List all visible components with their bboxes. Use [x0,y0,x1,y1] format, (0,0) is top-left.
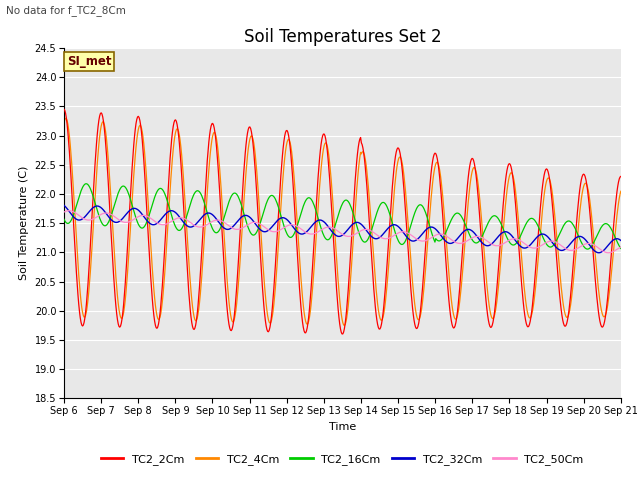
Title: Soil Temperatures Set 2: Soil Temperatures Set 2 [244,28,441,47]
Legend: TC2_2Cm, TC2_4Cm, TC2_16Cm, TC2_32Cm, TC2_50Cm: TC2_2Cm, TC2_4Cm, TC2_16Cm, TC2_32Cm, TC… [97,449,588,469]
Text: SI_met: SI_met [67,55,111,68]
X-axis label: Time: Time [329,421,356,432]
Text: No data for f_TC2_8Cm: No data for f_TC2_8Cm [6,5,126,16]
Y-axis label: Soil Temperature (C): Soil Temperature (C) [19,166,29,280]
